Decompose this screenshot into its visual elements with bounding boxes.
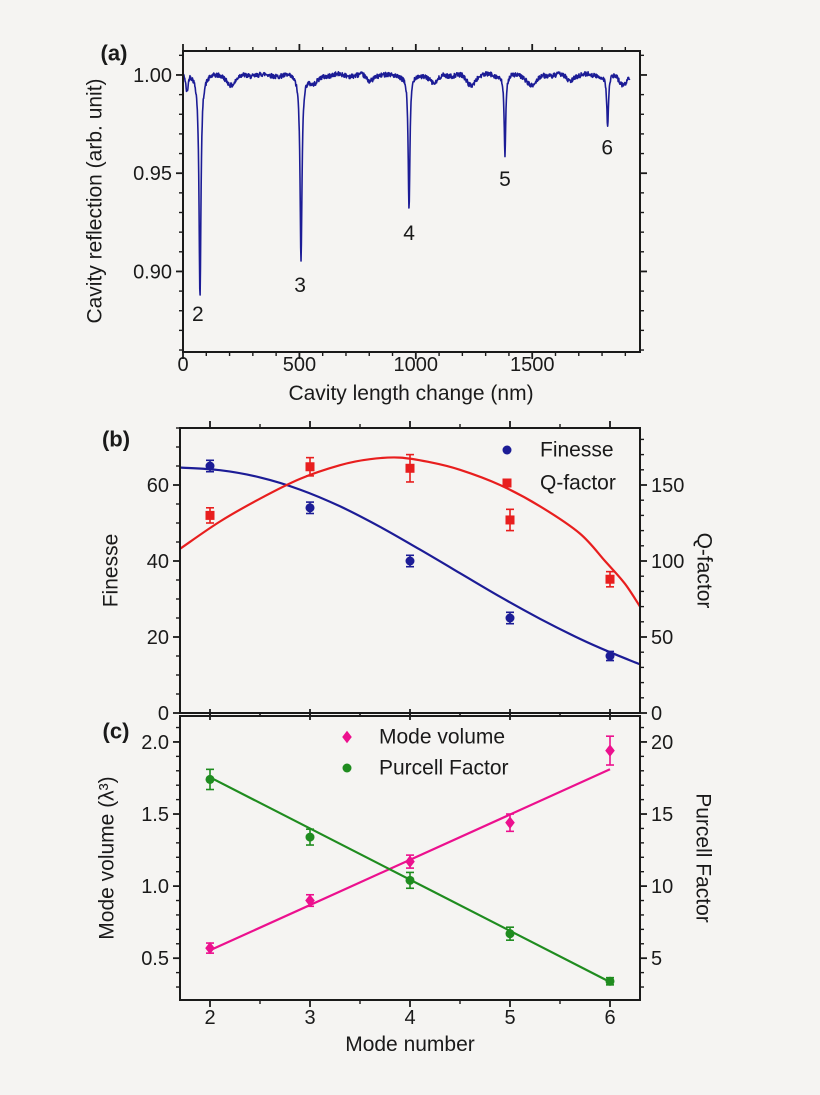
svg-text:0: 0 — [651, 703, 662, 725]
mode-volume-data-point — [205, 941, 215, 955]
dip-mode-label: 3 — [294, 274, 306, 297]
panel-c-letter: (c) — [103, 719, 130, 744]
legend-marker-finesse — [502, 445, 512, 455]
svg-text:20: 20 — [651, 732, 673, 754]
svg-text:5: 5 — [504, 1007, 515, 1029]
legend-marker-q-factor — [502, 478, 512, 488]
finesse-data-point — [205, 461, 215, 471]
b-right-axis-label: Q-factor — [693, 533, 716, 609]
legend-marker-mode-volume — [342, 730, 352, 744]
finesse-data-point — [605, 651, 615, 661]
svg-text:15: 15 — [651, 804, 673, 826]
svg-text:0: 0 — [158, 703, 169, 725]
purcell-factor-data-point — [405, 875, 415, 885]
q-factor-data-point — [605, 574, 615, 584]
mode-volume-data-point — [405, 855, 415, 868]
svg-text:1.0: 1.0 — [141, 876, 169, 898]
legend-marker-purcell-factor — [342, 763, 352, 773]
finesse-fit-line — [179, 466, 641, 666]
svg-text:1500: 1500 — [510, 354, 555, 376]
svg-text:60: 60 — [147, 475, 169, 497]
svg-text:2.0: 2.0 — [141, 732, 169, 754]
svg-text:4: 4 — [404, 1007, 415, 1029]
c-legend: Mode volume Purcell Factor — [342, 726, 509, 780]
svg-text:10: 10 — [651, 876, 673, 898]
finesse-data-series — [205, 459, 615, 662]
mode-volume-data-series — [205, 735, 615, 955]
mode-volume-data-point — [305, 894, 315, 907]
legend-label-finesse: Finesse — [540, 439, 614, 462]
svg-text:3: 3 — [304, 1007, 315, 1029]
svg-text:0.95: 0.95 — [133, 163, 172, 185]
svg-text:0: 0 — [177, 354, 188, 376]
purcell-factor-data-point — [505, 929, 515, 939]
q-factor-data-point — [305, 462, 315, 472]
svg-text:5: 5 — [651, 948, 662, 970]
b-left-axis-label: Finesse — [100, 534, 123, 608]
svg-text:6: 6 — [604, 1007, 615, 1029]
svg-text:40: 40 — [147, 551, 169, 573]
svg-text:500: 500 — [283, 354, 316, 376]
svg-text:150: 150 — [651, 475, 684, 497]
panel-a-letter: (a) — [101, 41, 128, 66]
finesse-data-point — [305, 503, 315, 513]
svg-text:1.5: 1.5 — [141, 804, 169, 826]
panel-b: 0 20 40 60 0 50 100 150 Finesse Q-factor (b) Finess… — [100, 421, 716, 725]
purcell-factor-data-point — [605, 976, 615, 986]
legend-label-purcell-factor: Purcell Factor — [379, 757, 509, 780]
svg-text:2: 2 — [204, 1007, 215, 1029]
b-legend: Finesse Q-factor — [502, 439, 616, 495]
q-factor-data-point — [405, 463, 415, 473]
c-left-axis-label: Mode volume (λ³) — [96, 776, 119, 939]
mode-volume-data-point — [505, 816, 515, 829]
svg-text:0.5: 0.5 — [141, 948, 169, 970]
svg-text:1.00: 1.00 — [133, 65, 172, 87]
cavity-reflection-trace — [182, 70, 631, 296]
panel-b-letter: (b) — [102, 427, 130, 452]
purcell-factor-data-point — [205, 774, 215, 784]
legend-label-mode-volume: Mode volume — [379, 726, 505, 749]
svg-text:50: 50 — [651, 627, 673, 649]
dip-mode-label: 5 — [499, 168, 511, 191]
mode-volume-data-point — [605, 744, 615, 757]
panel-a-reflection-spectrum: 2 3 4 5 6 0 500 1000 1500 0.90 0.95 1.00 Cavity leng… — [84, 41, 647, 405]
dip-mode-label: 4 — [403, 222, 415, 245]
a-x-axis-label: Cavity length change (nm) — [288, 382, 533, 405]
dip-mode-label: 2 — [192, 303, 204, 326]
q-factor-data-series — [205, 453, 615, 588]
purcell-factor-data-point — [305, 832, 315, 842]
purcell-factor-data-series — [205, 768, 615, 986]
finesse-data-point — [505, 613, 515, 623]
c-x-axis-label: Mode number — [345, 1033, 475, 1056]
svg-text:1000: 1000 — [394, 354, 439, 376]
q-factor-fit-line — [179, 456, 641, 608]
q-factor-data-point — [205, 510, 215, 520]
dip-mode-label: 6 — [601, 136, 613, 159]
finesse-data-point — [405, 556, 415, 566]
svg-text:0.90: 0.90 — [133, 261, 172, 283]
c-right-axis-label: Purcell Factor — [692, 793, 715, 923]
a-y-axis-label: Cavity reflection (arb. unit) — [84, 78, 107, 323]
panel-c: 2 3 4 5 6 0.5 1.0 1.5 2.0 5 10 15 20 Mode volume (λ³)… — [96, 709, 715, 1056]
svg-text:20: 20 — [147, 627, 169, 649]
svg-text:100: 100 — [651, 551, 684, 573]
legend-label-q-factor: Q-factor — [540, 472, 616, 495]
q-factor-data-point — [505, 515, 515, 525]
